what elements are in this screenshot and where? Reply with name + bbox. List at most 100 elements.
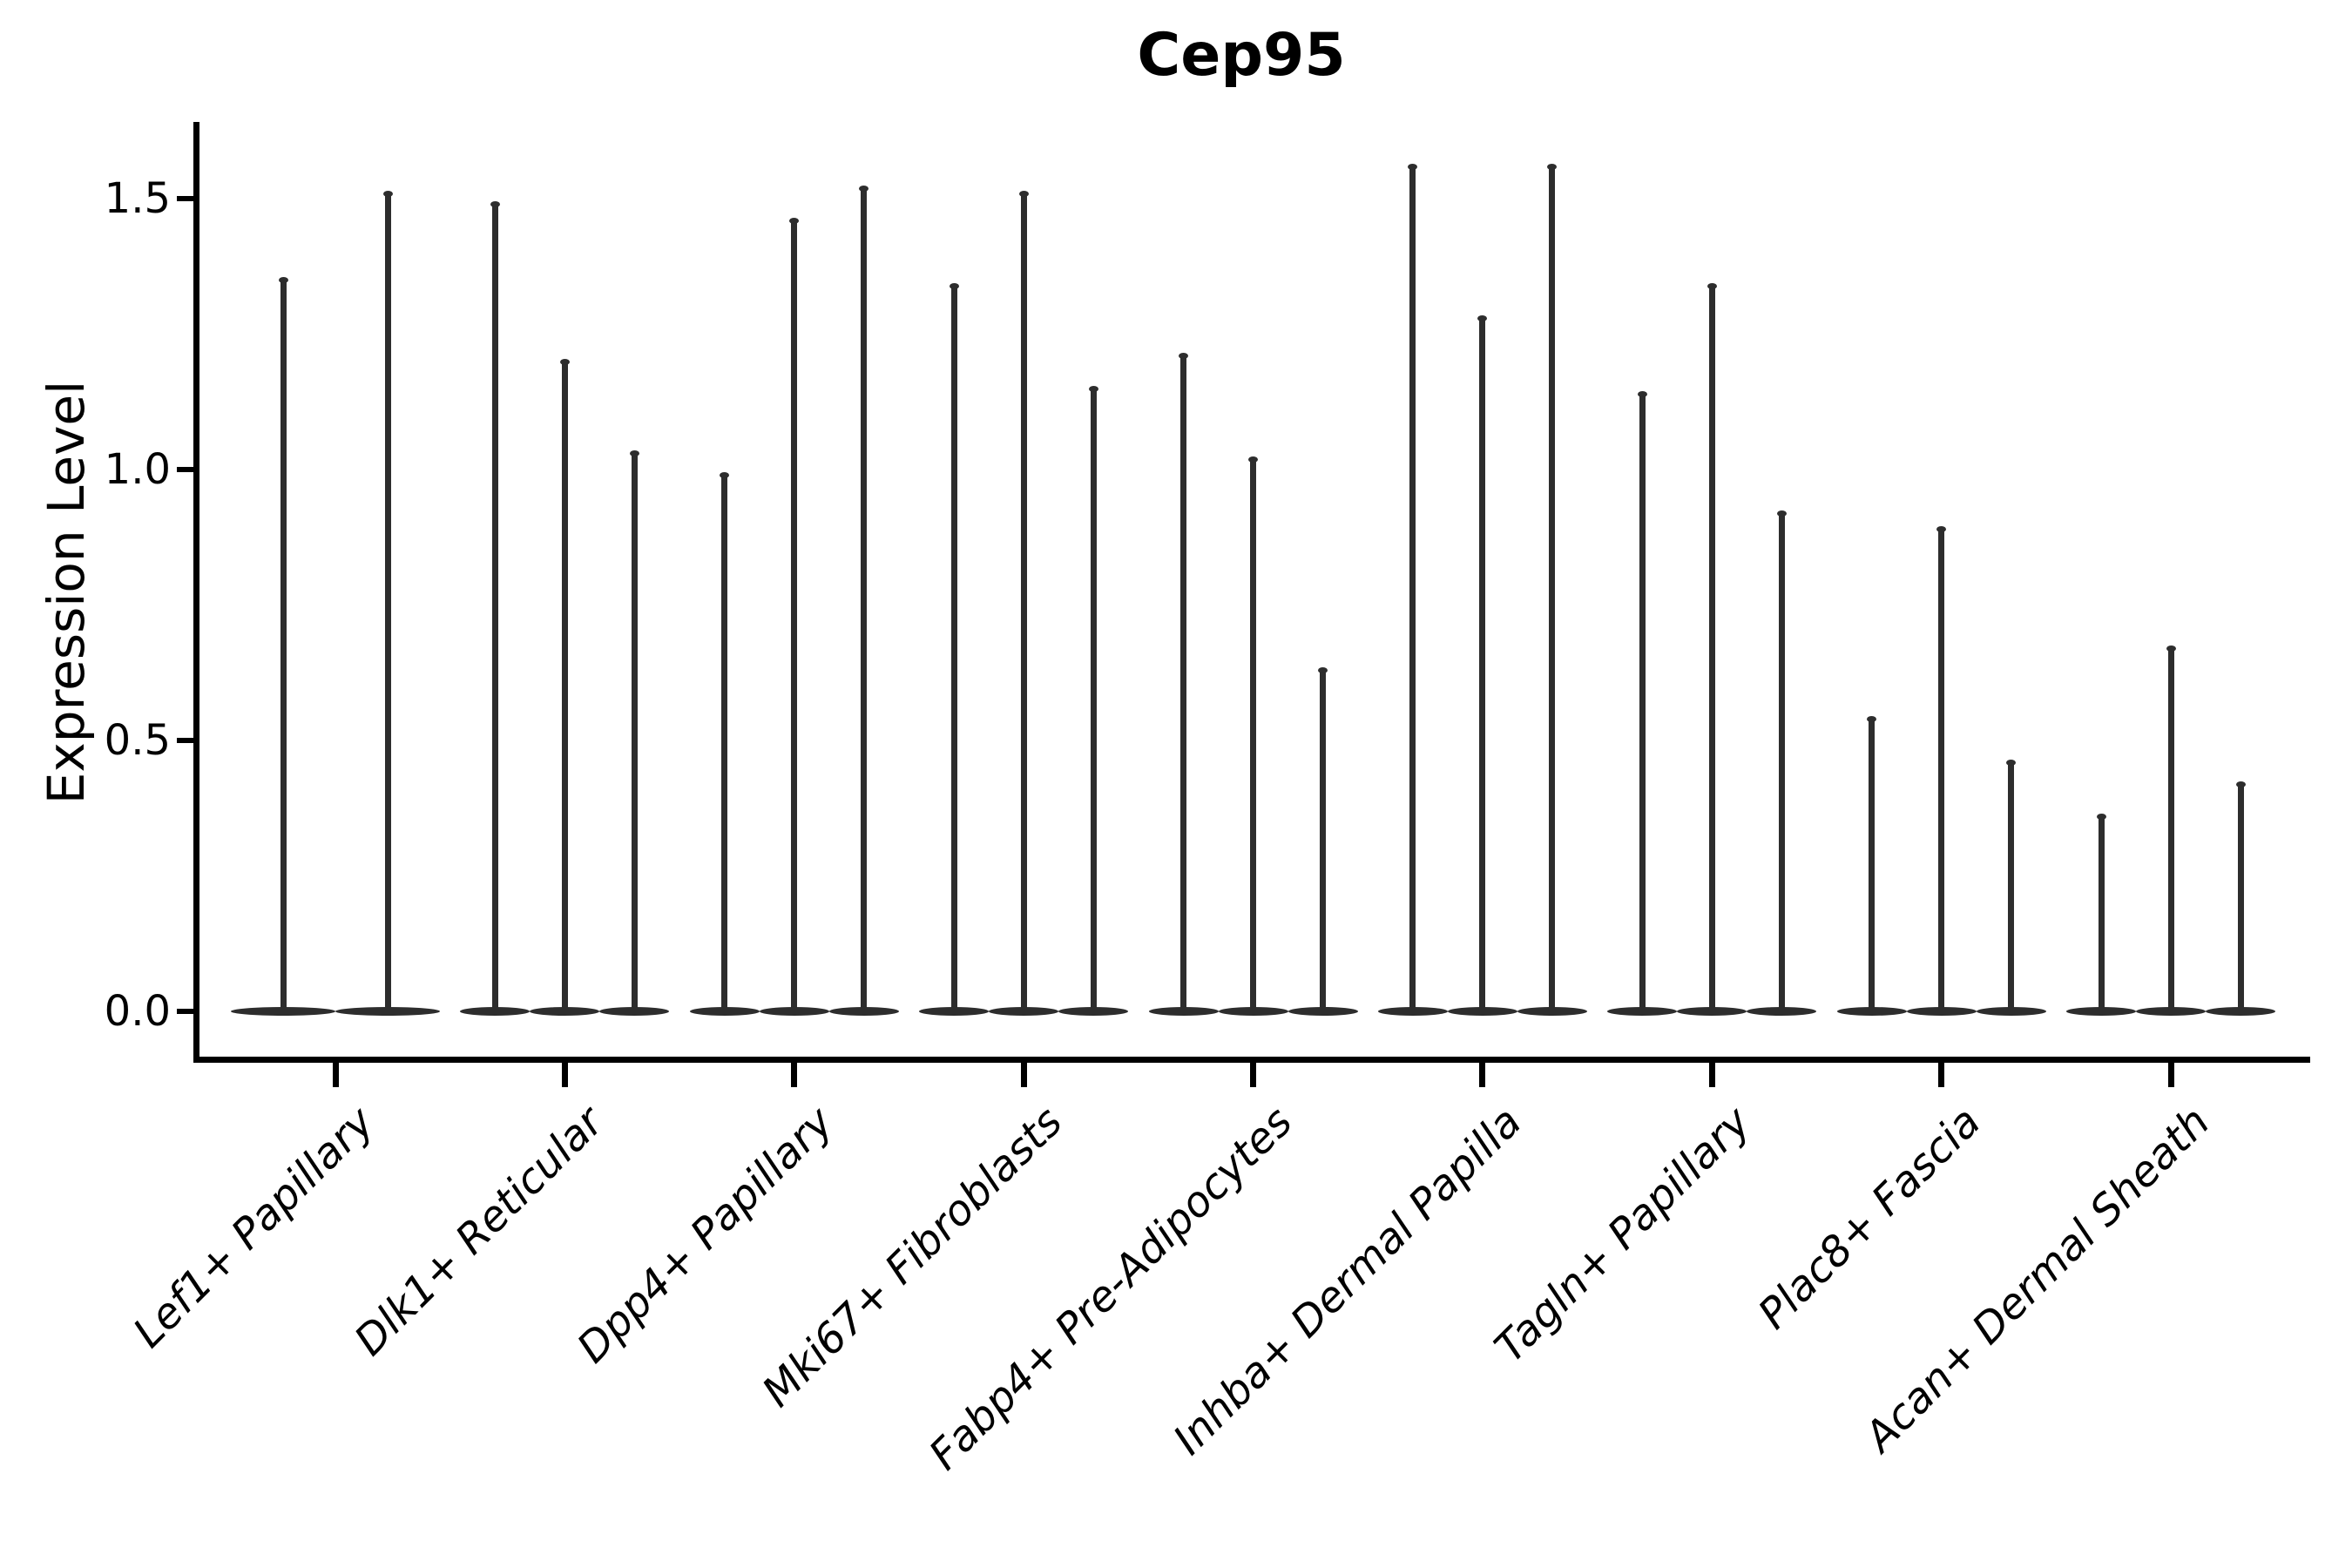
violin-base bbox=[1377, 1007, 1448, 1016]
violin-base bbox=[989, 1007, 1059, 1016]
y-tick-mark bbox=[177, 196, 193, 201]
x-tick-mark bbox=[332, 1061, 339, 1087]
violin-spike bbox=[2167, 648, 2174, 1011]
violin-base bbox=[1677, 1007, 1747, 1016]
violin-tip bbox=[1637, 391, 1647, 397]
violin-tip bbox=[1867, 716, 1877, 722]
violin-spike bbox=[1250, 459, 1256, 1011]
violin-spike bbox=[631, 453, 638, 1011]
violin-tip bbox=[1248, 456, 1258, 463]
violin-base bbox=[1058, 1007, 1129, 1016]
violin-base bbox=[1218, 1007, 1288, 1016]
violin-tip bbox=[382, 191, 393, 197]
violin-tip bbox=[1477, 315, 1488, 321]
violin-tip bbox=[1547, 164, 1558, 170]
violin-spike bbox=[2237, 784, 2244, 1011]
violin-tip bbox=[1018, 191, 1029, 197]
violin-spike bbox=[1409, 166, 1416, 1011]
violin-base bbox=[1517, 1007, 1587, 1016]
violin-tip bbox=[490, 201, 500, 207]
violin-base bbox=[1607, 1007, 1678, 1016]
violin-base bbox=[1836, 1007, 1907, 1016]
violin-tip bbox=[1707, 283, 1717, 289]
y-tick-label: 0.0 bbox=[104, 987, 171, 1036]
violin-tip bbox=[278, 277, 288, 283]
violin-spike bbox=[491, 204, 498, 1011]
violin-spike bbox=[280, 280, 287, 1011]
violin-base bbox=[2136, 1007, 2206, 1016]
violin-base bbox=[335, 1007, 440, 1016]
violin-tip bbox=[1318, 667, 1328, 673]
violin-spike bbox=[1869, 719, 1876, 1011]
violin-tip bbox=[2235, 781, 2246, 787]
violin-spike bbox=[1479, 318, 1486, 1011]
violin-tip bbox=[559, 359, 570, 365]
violin-tip bbox=[1776, 510, 1787, 517]
y-axis-line bbox=[193, 122, 199, 1063]
violin-tip bbox=[2096, 814, 2106, 820]
violin-base bbox=[919, 1007, 990, 1016]
violin-spike bbox=[950, 286, 957, 1011]
x-tick-label: Fabp4+ Pre-Adipocytes bbox=[919, 1097, 1301, 1480]
x-tick-mark bbox=[2167, 1061, 2174, 1087]
x-tick-mark bbox=[1020, 1061, 1027, 1087]
violin-spike bbox=[1708, 286, 1715, 1011]
violin-tip bbox=[2006, 760, 2017, 766]
violin-spike bbox=[1639, 394, 1646, 1011]
violin-base bbox=[1148, 1007, 1219, 1016]
violin-base bbox=[759, 1007, 829, 1016]
violin-base bbox=[1447, 1007, 1517, 1016]
violin-spike bbox=[861, 188, 868, 1011]
violin-spike bbox=[384, 193, 391, 1011]
x-tick-label: Dpp4+ Papillary bbox=[567, 1097, 843, 1373]
x-tick-label: Mki67+ Fibroblasts bbox=[753, 1097, 1072, 1416]
violin-spike bbox=[1320, 670, 1326, 1011]
violin-spike bbox=[1549, 166, 1556, 1011]
violin-spike bbox=[1090, 389, 1097, 1011]
x-tick-mark bbox=[561, 1061, 568, 1087]
y-tick-label: 0.5 bbox=[104, 716, 171, 765]
violin-base bbox=[530, 1007, 600, 1016]
violin-tip bbox=[1408, 164, 1418, 170]
page-title: Cep95 bbox=[1137, 21, 1346, 90]
violin-tip bbox=[1088, 386, 1098, 392]
violin-spike bbox=[1180, 355, 1186, 1011]
violin-tip bbox=[949, 283, 959, 289]
violin-spike bbox=[721, 475, 728, 1011]
violin-tip bbox=[789, 218, 800, 224]
x-tick-mark bbox=[1250, 1061, 1256, 1087]
violin-base bbox=[1906, 1007, 1977, 1016]
y-tick-mark bbox=[177, 467, 193, 472]
violin-spike bbox=[2008, 762, 2015, 1011]
violin-tip bbox=[720, 472, 730, 478]
x-tick-label: Acan+ Dermal Sheath bbox=[1855, 1097, 2220, 1462]
x-tick-mark bbox=[791, 1061, 798, 1087]
violin-tip bbox=[1936, 526, 1947, 532]
x-tick-label: Plac8+ Fascia bbox=[1748, 1097, 1990, 1339]
violin-base bbox=[1747, 1007, 1817, 1016]
violin-base bbox=[231, 1007, 335, 1016]
violin-base bbox=[599, 1007, 670, 1016]
violin-base bbox=[2066, 1007, 2136, 1016]
violin-tip bbox=[2166, 645, 2176, 652]
violin-base bbox=[689, 1007, 760, 1016]
violin-tip bbox=[1179, 353, 1188, 359]
violin-base bbox=[460, 1007, 531, 1016]
x-axis-line bbox=[193, 1057, 2310, 1063]
y-tick-label: 1.0 bbox=[104, 445, 171, 494]
x-tick-mark bbox=[1479, 1061, 1486, 1087]
x-tick-label: Dlk1+ Reticular bbox=[345, 1097, 613, 1366]
x-tick-mark bbox=[1938, 1061, 1945, 1087]
violin-base bbox=[1976, 1007, 2046, 1016]
violin-base bbox=[1288, 1007, 1358, 1016]
violin-base bbox=[2206, 1007, 2275, 1016]
violin-base bbox=[828, 1007, 899, 1016]
violin-spike bbox=[1938, 529, 1945, 1011]
y-tick-mark bbox=[177, 1009, 193, 1014]
y-tick-mark bbox=[177, 738, 193, 743]
violin-spike bbox=[1778, 513, 1785, 1011]
violin-tip bbox=[859, 186, 869, 192]
violin-tip bbox=[629, 450, 639, 456]
x-tick-label: Inhba+ Dermal Papilla bbox=[1164, 1097, 1531, 1465]
